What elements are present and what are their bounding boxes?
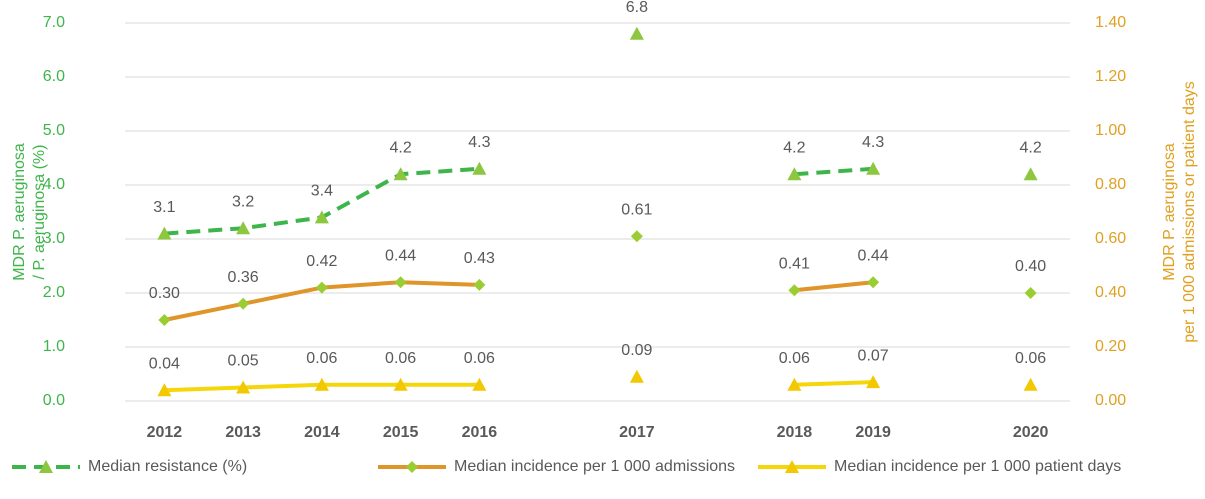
marker: [867, 276, 880, 289]
data-label: 3.4: [311, 183, 333, 200]
data-label: 4.2: [1020, 139, 1042, 156]
data-label: 0.41: [779, 256, 810, 273]
y2-axis-label: MDR P. aeruginosa: [1161, 143, 1178, 281]
data-label: 0.44: [385, 247, 416, 264]
marker: [394, 276, 407, 289]
marker: [788, 284, 801, 297]
y-tick-label: 2.0: [43, 284, 65, 301]
marker: [315, 281, 328, 294]
legend-label: Median incidence per 1 000 patient days: [834, 458, 1121, 475]
data-label: 3.1: [153, 199, 175, 216]
marker: [314, 377, 329, 391]
marker: [157, 383, 172, 397]
marker: [630, 230, 643, 243]
y-tick-label: 3.0: [43, 230, 65, 247]
marker: [629, 369, 644, 383]
y2-tick-label: 1.40: [1095, 14, 1126, 31]
x-tick-label: 2012: [147, 424, 183, 441]
marker: [314, 210, 329, 224]
marker: [406, 461, 418, 473]
marker: [393, 167, 408, 181]
marker: [787, 377, 802, 391]
x-tick-label: 2017: [619, 424, 655, 441]
marker: [866, 161, 881, 175]
data-label: 0.43: [464, 250, 495, 267]
data-label: 0.44: [858, 247, 889, 264]
data-label: 4.2: [390, 139, 412, 156]
marker: [157, 226, 172, 240]
x-tick-label: 2019: [855, 424, 891, 441]
data-label: 6.8: [626, 0, 648, 16]
data-label: 0.06: [779, 350, 810, 367]
y-tick-label: 7.0: [43, 14, 65, 31]
y2-tick-label: 1.20: [1095, 68, 1126, 85]
marker: [866, 375, 881, 389]
data-label: 0.36: [228, 269, 259, 286]
legend-label: Median incidence per 1 000 admissions: [454, 458, 735, 475]
x-tick-label: 2014: [304, 424, 340, 441]
data-label: 4.3: [862, 134, 884, 151]
marker: [236, 380, 251, 394]
y2-tick-label: 0.40: [1095, 284, 1126, 301]
marker: [236, 221, 251, 235]
legend-label: Median resistance (%): [88, 458, 247, 475]
y-tick-label: 6.0: [43, 68, 65, 85]
marker: [237, 297, 250, 310]
marker: [629, 26, 644, 40]
y2-tick-label: 0.60: [1095, 230, 1126, 247]
series-line: [164, 169, 1030, 234]
marker: [787, 167, 802, 181]
y-tick-label: 4.0: [43, 176, 65, 193]
marker: [472, 377, 487, 391]
y-axis-label: / P. aeruginosa (%): [31, 145, 48, 280]
data-label: 0.61: [621, 202, 652, 219]
x-tick-label: 2018: [777, 424, 813, 441]
data-label: 0.06: [385, 350, 416, 367]
marker: [39, 460, 53, 473]
x-tick-label: 2016: [462, 424, 498, 441]
data-label: 0.09: [621, 342, 652, 359]
y2-tick-label: 0.80: [1095, 176, 1126, 193]
y-tick-label: 1.0: [43, 338, 65, 355]
marker: [472, 161, 487, 175]
data-label: 0.07: [858, 347, 889, 364]
x-tick-label: 2020: [1013, 424, 1049, 441]
series-line: [164, 382, 1030, 390]
marker: [1023, 377, 1038, 391]
data-label: 0.30: [149, 285, 180, 302]
data-label: 0.42: [306, 253, 337, 270]
marker: [158, 314, 171, 326]
marker: [393, 377, 408, 391]
y-tick-label: 5.0: [43, 122, 65, 139]
y2-tick-label: 1.00: [1095, 122, 1126, 139]
y-axis-label: MDR P. aeruginosa: [11, 143, 28, 281]
data-label: 0.05: [228, 353, 259, 370]
data-label: 4.3: [468, 134, 490, 151]
marker: [473, 278, 486, 291]
marker: [1023, 167, 1038, 181]
data-label: 0.06: [464, 350, 495, 367]
y2-tick-label: 0.00: [1095, 392, 1126, 409]
y2-tick-label: 0.20: [1095, 338, 1126, 355]
y-tick-label: 0.0: [43, 392, 65, 409]
data-label: 0.06: [1015, 350, 1046, 367]
data-label: 0.06: [306, 350, 337, 367]
series-line: [164, 282, 1030, 320]
data-label: 0.04: [149, 355, 180, 372]
x-tick-label: 2013: [225, 424, 261, 441]
marker: [785, 460, 799, 473]
data-label: 0.40: [1015, 258, 1046, 275]
data-label: 3.2: [232, 193, 254, 210]
y2-axis-label: per 1 000 admissions or patient days: [1181, 81, 1198, 342]
marker: [1024, 287, 1037, 299]
data-label: 4.2: [783, 139, 805, 156]
x-tick-label: 2015: [383, 424, 419, 441]
